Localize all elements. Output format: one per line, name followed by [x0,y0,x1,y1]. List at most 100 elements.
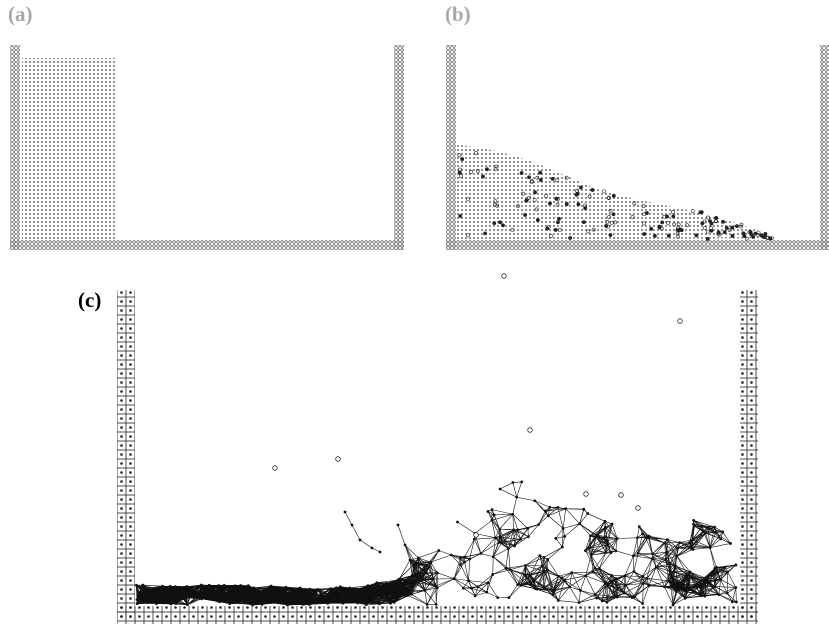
particle [527,175,531,180]
wall [10,45,20,250]
bond [517,529,521,540]
bond [645,537,653,554]
particle [527,195,531,200]
bond [411,593,428,605]
particle [587,194,592,199]
particle [544,194,548,198]
bond [491,520,496,538]
particle [744,236,749,241]
bond [676,542,680,557]
bond [677,547,694,550]
particle [702,226,707,231]
bond [580,575,587,591]
bond [594,582,606,595]
bond [667,547,678,553]
particle [538,178,543,182]
bond [571,571,594,573]
particle [666,233,671,238]
bond [538,507,551,525]
bond [564,572,573,581]
bond [667,539,678,549]
bond [421,578,437,587]
bond [618,587,635,598]
bond [692,533,706,550]
bond [424,587,438,591]
particle [747,230,752,235]
bond [520,585,536,590]
bond [499,482,514,490]
bond [541,565,545,588]
bond [451,554,465,563]
floor [10,240,404,250]
particle [474,150,478,155]
particle [550,177,555,181]
bond [142,584,163,587]
particle [659,226,664,231]
bond [646,566,657,579]
bond [669,570,674,586]
bond [486,574,494,593]
particle [607,215,611,219]
particle [685,223,690,228]
bond [508,529,515,549]
particle [501,223,505,228]
bond [690,571,707,579]
bond [704,594,719,597]
particle [578,185,583,190]
bond [666,551,671,572]
bond [426,587,438,605]
bond [513,529,515,546]
bond [548,515,564,529]
bond [712,571,721,580]
particle [590,188,595,192]
bond [607,538,618,546]
bond [418,557,431,563]
bond [669,556,678,572]
particle [714,218,718,223]
bond [520,565,526,586]
bond [633,555,653,559]
bond [510,565,526,570]
bond [430,561,438,573]
bond [714,568,721,580]
bond [417,579,436,587]
particle [730,225,735,230]
bond [611,574,625,577]
bond [533,580,554,591]
bond [714,526,723,533]
bond [676,542,690,557]
bond [564,523,580,537]
bond [691,531,704,547]
bond [525,565,531,576]
bond [667,542,680,553]
bond [525,555,541,566]
bond [606,584,609,603]
particle [530,179,534,183]
bond [495,529,514,539]
bond [548,508,566,517]
particle [762,235,766,240]
particle [756,230,761,235]
bond [500,536,521,540]
particle [553,228,558,232]
bond [633,555,635,572]
particle [545,226,550,231]
bond [651,551,668,559]
bond [571,572,581,591]
bond [403,590,425,594]
wall [740,290,758,620]
bond [521,583,531,586]
bond [625,571,635,586]
bond [437,572,455,579]
bond [438,550,452,556]
bond [693,523,715,528]
bond [424,572,427,591]
bond [543,579,565,588]
particle [727,228,732,233]
bond [601,584,609,601]
bond [588,548,606,553]
bond [720,579,736,588]
particle [524,198,529,203]
particle [521,191,525,196]
particle [535,175,540,180]
